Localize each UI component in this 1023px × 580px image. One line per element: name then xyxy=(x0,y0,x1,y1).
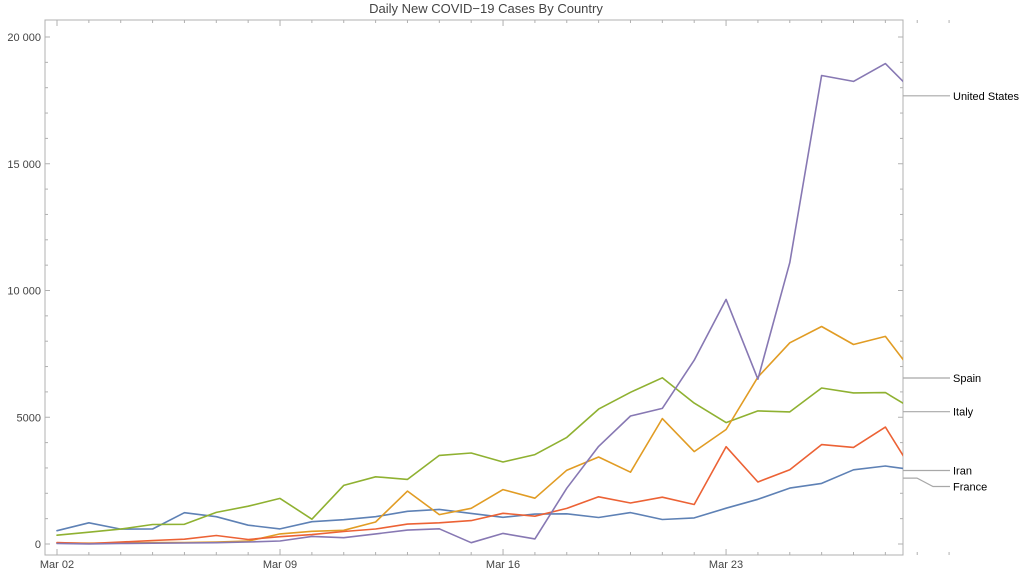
series-label-italy: Italy xyxy=(953,407,974,419)
x-tick-label: Mar 02 xyxy=(40,559,74,571)
series-label-united-states: United States xyxy=(953,91,1020,103)
x-tick-label: Mar 09 xyxy=(263,559,297,571)
plot-frame xyxy=(44,19,904,556)
y-tick-label: 5000 xyxy=(17,412,41,424)
series-label-france: France xyxy=(953,481,987,493)
series-line-italy xyxy=(56,376,903,537)
series-label-spain: Spain xyxy=(953,373,981,385)
series-line-united-states xyxy=(56,62,903,545)
series-line-spain xyxy=(56,325,903,545)
y-tick-label: 20 000 xyxy=(7,32,41,44)
y-tick-label: 15 000 xyxy=(7,159,41,171)
x-tick-label: Mar 16 xyxy=(486,559,520,571)
y-tick-label: 0 xyxy=(35,539,41,551)
chart-title: Daily New COVID−19 Cases By Country xyxy=(369,1,603,16)
series-label-iran: Iran xyxy=(953,465,972,477)
x-tick-label: Mar 23 xyxy=(709,559,743,571)
series-line-france xyxy=(56,426,903,545)
label-leader-france xyxy=(903,477,950,488)
y-tick-label: 10 000 xyxy=(7,286,41,298)
series-line-iran xyxy=(56,465,903,532)
